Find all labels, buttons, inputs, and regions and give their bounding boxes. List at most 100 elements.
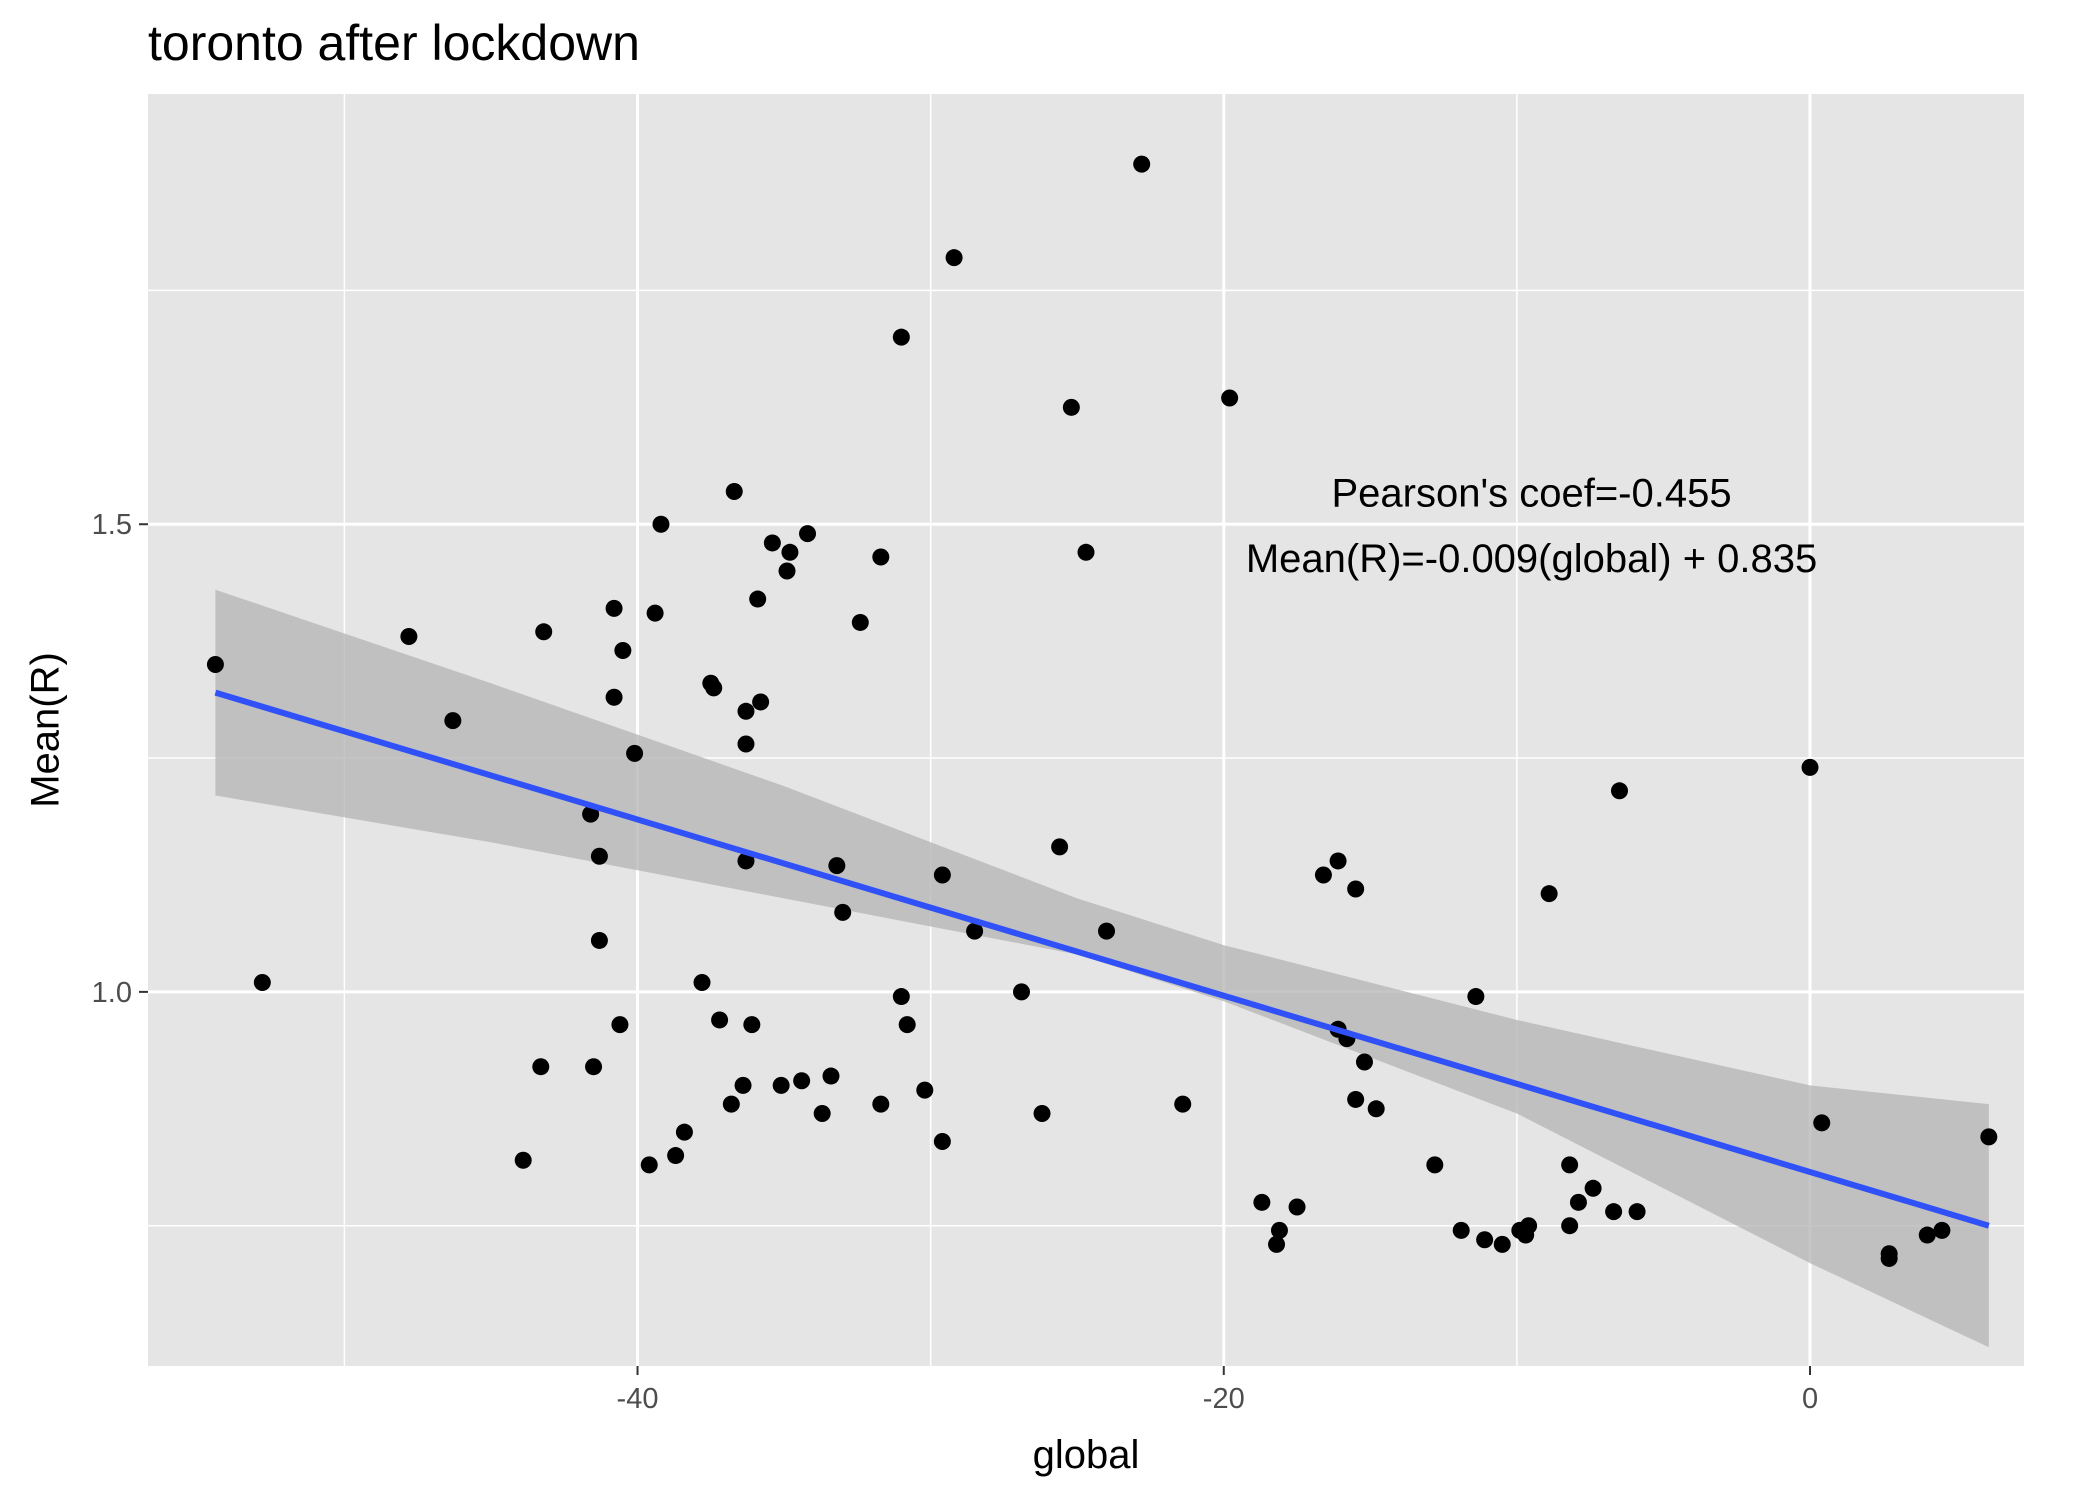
scatter-point	[652, 515, 670, 533]
scatter-point	[1221, 389, 1239, 407]
scatter-point	[1098, 922, 1116, 940]
scatter-point	[590, 847, 608, 865]
scatter-point	[1561, 1156, 1579, 1174]
scatter-point	[1540, 885, 1558, 903]
scatter-point	[1980, 1128, 1998, 1146]
scatter-point	[640, 1156, 658, 1174]
scatter-point	[933, 1133, 951, 1151]
y-tick-label: 1.0	[92, 977, 132, 1009]
scatter-point	[1476, 1231, 1494, 1249]
confidence-band	[215, 589, 1989, 1348]
scatter-point	[872, 548, 890, 566]
scatter-point	[585, 1058, 603, 1076]
fit-line	[214, 689, 1990, 1229]
scatter-point	[1452, 1221, 1470, 1239]
x-tick-label: -40	[617, 1383, 659, 1415]
scatter-point	[611, 1016, 629, 1034]
scatter-point	[1347, 880, 1365, 898]
scatter-point	[966, 922, 984, 940]
confidence-ribbon	[215, 589, 1989, 1348]
scatter-point	[1628, 1203, 1646, 1221]
scatter-point	[734, 1076, 752, 1094]
axes: -40 -20 0 1.0 1.5	[92, 509, 1818, 1415]
scatter-point	[605, 688, 623, 706]
scatter-point	[1610, 782, 1628, 800]
scatter-point	[1270, 1221, 1288, 1239]
scatter-point	[667, 1147, 685, 1165]
scatter-point	[828, 857, 846, 875]
scatter-point	[535, 623, 553, 641]
scatter-point	[532, 1058, 550, 1076]
scatter-point	[813, 1104, 831, 1122]
scatter-point	[590, 931, 608, 949]
scatter-point	[793, 1072, 811, 1090]
scatter-point	[1367, 1100, 1385, 1118]
regression-line	[214, 689, 1990, 1229]
scatter-point	[675, 1123, 693, 1141]
scatter-point	[799, 525, 817, 543]
scatter-point	[1355, 1053, 1373, 1071]
scatter-point	[614, 642, 632, 659]
scatter-point	[1329, 852, 1347, 870]
scatter-point	[206, 656, 224, 674]
scatter-point	[772, 1076, 790, 1094]
scatter-point	[822, 1067, 840, 1085]
scatter-point	[778, 562, 796, 580]
scatter-point	[444, 712, 462, 730]
scatter-point	[851, 613, 869, 631]
scatter-point	[1077, 543, 1095, 561]
scatter-point	[872, 1095, 890, 1113]
chart-title: toronto after lockdown	[148, 15, 640, 71]
x-axis-title: global	[1033, 1433, 1140, 1477]
scatter-point	[711, 1011, 729, 1029]
scatter-point	[1051, 838, 1069, 856]
scatter-point	[1813, 1114, 1831, 1132]
scatter-point	[1569, 1193, 1587, 1211]
scatter-point	[933, 866, 951, 884]
scatter-point	[1605, 1203, 1623, 1221]
scatter-point	[1174, 1095, 1192, 1113]
scatter-point	[646, 604, 664, 622]
scatter-point	[725, 483, 743, 500]
scatter-point	[605, 599, 623, 617]
scatter-point	[743, 1016, 761, 1034]
scatter-point	[752, 693, 770, 711]
scatter-point	[945, 249, 963, 267]
scatter-point	[781, 543, 799, 561]
scatter-point	[1426, 1156, 1444, 1174]
scatter-point	[1880, 1249, 1898, 1267]
scatter-point	[582, 805, 600, 823]
scatter-point	[253, 974, 271, 992]
y-tick-label: 1.5	[92, 509, 132, 541]
scatter-point	[892, 328, 910, 346]
scatter-point	[1268, 1235, 1286, 1253]
scatter-point	[722, 1095, 740, 1113]
scatter-point	[1133, 155, 1151, 173]
scatter-point	[1801, 758, 1819, 776]
scatter-point	[749, 590, 767, 608]
x-tick-label: 0	[1802, 1383, 1818, 1415]
scatter-point	[514, 1151, 532, 1169]
scatter-point	[1033, 1104, 1051, 1122]
scatter-point	[1062, 398, 1080, 416]
scatter-point	[693, 974, 711, 992]
scatter-point	[1933, 1221, 1951, 1239]
scatter-point	[834, 903, 852, 921]
scatter-point	[1584, 1179, 1602, 1197]
annotations: Pearson's coef=-0.455 Mean(R)=-0.009(glob…	[1246, 472, 1817, 581]
scatter-point	[1520, 1217, 1538, 1235]
scatter-point	[1013, 983, 1031, 1001]
scatter-point	[763, 534, 781, 552]
y-axis-title: Mean(R)	[24, 652, 68, 808]
scatter-point	[916, 1081, 934, 1099]
scatter-point	[1253, 1193, 1271, 1211]
scatter-point	[1288, 1198, 1306, 1216]
scatter-point	[1561, 1217, 1579, 1235]
scatter-point	[898, 1016, 916, 1034]
data-points	[206, 155, 1998, 1267]
annotation-text: Pearson's coef=-0.455	[1331, 472, 1731, 516]
scatter-point	[400, 627, 418, 645]
scatter-point	[626, 744, 644, 762]
scatter-point	[737, 702, 755, 720]
